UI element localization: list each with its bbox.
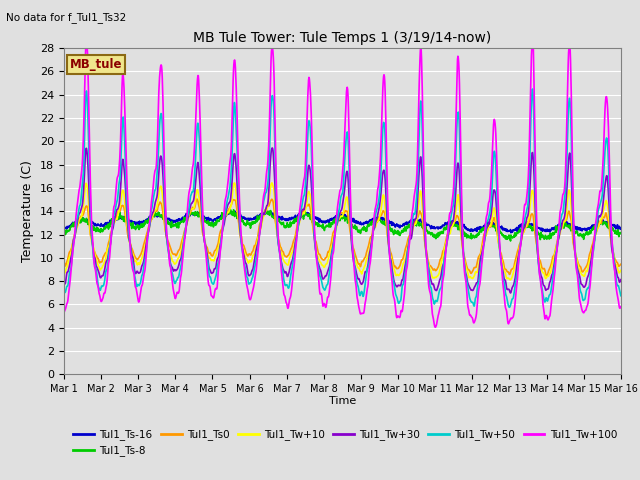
Tul1_Ts-16 [231,208,239,214]
X-axis label: Time: Time [329,396,356,406]
Tul1_Ts-8 [184,211,191,216]
Tul1_Ts-8 [507,238,515,244]
Tul1_Ts-16 [60,224,68,229]
Tul1_Tw+10 [502,273,509,278]
Tul1_Tw+50 [170,279,178,285]
Y-axis label: Temperature (C): Temperature (C) [22,160,35,262]
Tul1_Tw+50 [552,257,559,263]
Tul1_Ts-8 [60,234,68,240]
Tul1_Ts-16 [507,230,515,236]
Tul1_Tw+50 [184,213,191,218]
Legend: Tul1_Ts-16, Tul1_Ts-8, Tul1_Ts0, Tul1_Tw+10, Tul1_Tw+30, Tul1_Tw+50, Tul1_Tw+100: Tul1_Ts-16, Tul1_Ts-8, Tul1_Ts0, Tul1_Tw… [69,425,621,461]
Tul1_Ts0 [60,259,68,265]
Tul1_Tw+100 [171,294,179,300]
Tul1_Tw+30 [552,252,559,258]
Line: Tul1_Tw+30: Tul1_Tw+30 [64,148,621,293]
Line: Tul1_Ts0: Tul1_Ts0 [64,199,621,276]
Tul1_Tw+100 [82,45,90,51]
Line: Tul1_Ts-16: Tul1_Ts-16 [64,211,621,233]
Line: Tul1_Ts-8: Tul1_Ts-8 [64,210,621,241]
Tul1_Tw+30 [170,267,178,273]
Tul1_Tw+10 [246,258,254,264]
Tul1_Ts-16 [246,216,254,222]
Tul1_Ts-8 [552,228,559,234]
Tul1_Tw+50 [617,293,625,299]
Tul1_Ts0 [617,262,625,267]
Tul1_Tw+100 [246,297,254,302]
Tul1_Tw+50 [429,296,436,301]
Line: Tul1_Tw+100: Tul1_Tw+100 [64,48,621,327]
Tul1_Ts0 [502,266,509,272]
Tul1_Tw+100 [184,197,192,203]
Tul1_Tw+100 [429,314,437,320]
Tul1_Ts0 [193,196,201,202]
Tul1_Tw+10 [429,275,437,281]
Tul1_Ts0 [429,267,437,273]
Tul1_Tw+10 [617,267,625,273]
Tul1_Tw+10 [170,261,178,266]
Tul1_Ts-16 [184,212,191,217]
Tul1_Tw+50 [506,304,513,310]
Tul1_Ts-16 [552,226,559,232]
Tul1_Ts-8 [429,232,437,238]
Tul1_Tw+100 [502,307,510,312]
Tul1_Ts0 [246,252,254,258]
Tul1_Ts-8 [170,222,178,228]
Tul1_Tw+30 [429,281,437,287]
Tul1_Ts0 [552,247,559,253]
Tul1_Tw+50 [246,280,254,286]
Tul1_Ts0 [170,252,178,257]
Title: MB Tule Tower: Tule Temps 1 (3/19/14-now): MB Tule Tower: Tule Temps 1 (3/19/14-now… [193,32,492,46]
Line: Tul1_Tw+10: Tul1_Tw+10 [64,183,621,280]
Tul1_Tw+30 [268,145,276,151]
Tul1_Tw+30 [507,290,515,296]
Tul1_Ts-8 [617,231,625,237]
Tul1_Tw+100 [60,309,68,315]
Tul1_Ts0 [543,273,551,278]
Tul1_Tw+30 [617,277,625,283]
Tul1_Ts-16 [170,218,178,224]
Tul1_Tw+10 [268,180,276,186]
Tul1_Tw+10 [184,217,191,223]
Tul1_Tw+50 [60,289,68,295]
Tul1_Ts-16 [502,227,509,232]
Tul1_Tw+100 [431,324,439,330]
Tul1_Tw+50 [529,86,536,92]
Tul1_Tw+100 [552,263,559,269]
Tul1_Ts-16 [429,225,437,231]
Tul1_Tw+10 [552,249,559,254]
Tul1_Tw+50 [502,290,509,296]
Tul1_Tw+30 [246,272,254,278]
Tul1_Ts-8 [246,225,254,231]
Tul1_Ts0 [184,216,191,222]
Tul1_Tw+30 [502,280,509,286]
Tul1_Tw+30 [60,277,68,283]
Tul1_Ts-8 [227,207,234,213]
Tul1_Tw+30 [184,216,191,222]
Tul1_Ts-16 [617,226,625,232]
Tul1_Tw+10 [506,277,514,283]
Tul1_Tw+100 [617,304,625,310]
Text: No data for f_Tul1_Ts32: No data for f_Tul1_Ts32 [6,12,127,23]
Tul1_Ts-8 [502,233,509,239]
Text: MB_tule: MB_tule [70,58,122,71]
Tul1_Tw+10 [60,269,68,275]
Line: Tul1_Tw+50: Tul1_Tw+50 [64,89,621,307]
